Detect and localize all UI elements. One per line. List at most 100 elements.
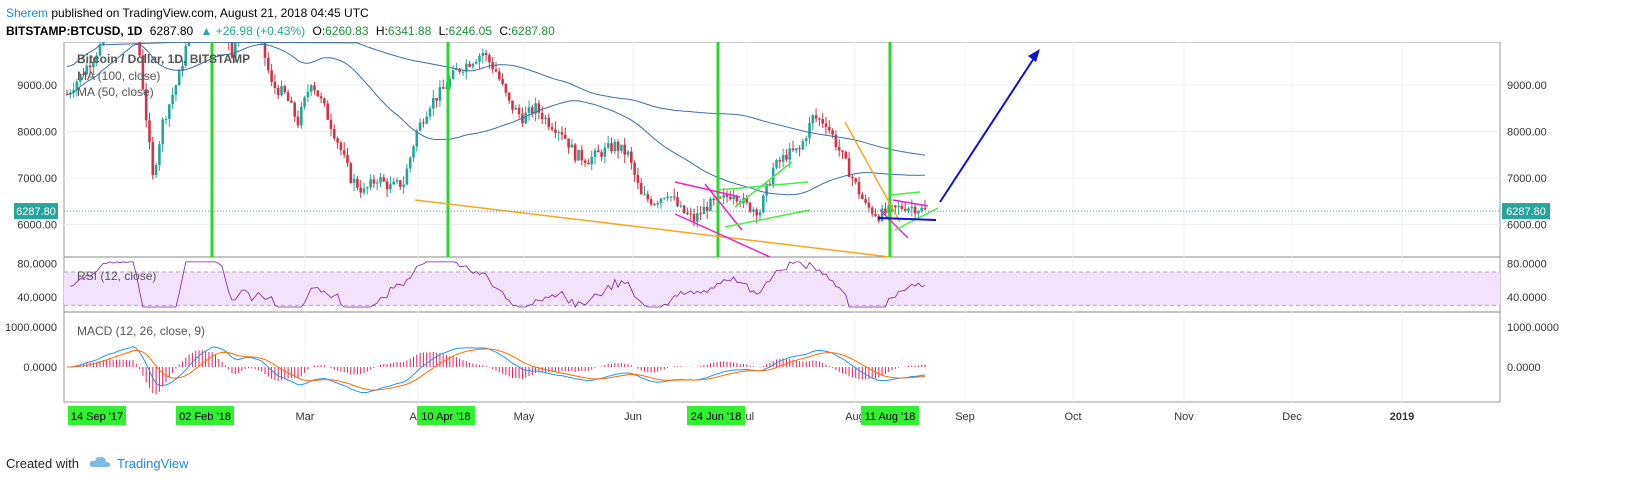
date-badge: 11 Aug '18 [865,411,916,423]
candle-body [309,85,313,92]
price-tick-left: 6000.00 [17,220,57,232]
last-price: 6287.80 [149,24,194,38]
candle-body [313,85,316,91]
channel-line [724,209,811,228]
candle-body [745,197,749,203]
candle-body [158,144,161,166]
candle-body [75,81,79,91]
candle-body [471,63,475,67]
candle-body [613,141,617,152]
candle-body [65,94,69,96]
candle-body [897,206,900,208]
candle-body [517,107,521,115]
channel-line [889,191,921,196]
candle-body [402,184,405,187]
footer: Created with TradingView [6,455,189,472]
wedge-line [704,183,743,231]
candle-body [408,157,412,169]
signal-line [67,348,926,391]
price-tags: 6287.80 6287.80 [14,203,1550,220]
candle-body [920,207,923,212]
candle-body [818,118,821,120]
candle-body [781,155,785,162]
rsi-tick-right: 80.0000 [1507,259,1547,271]
candle-body [719,197,722,199]
ma50-line [66,43,926,196]
date-badge-bg [417,406,475,425]
candle-body [804,138,808,142]
symbol-label[interactable]: BITSTAMP:BTCUSD, 1D [6,24,143,38]
candle-body [630,151,633,163]
candle-body [844,151,848,159]
projection-arrow [939,51,1039,203]
candle-body [646,194,650,200]
candle-body [768,183,772,185]
candle-body [834,134,838,148]
price-tick-right: 6000.00 [1507,220,1547,232]
moving-averages [66,42,926,196]
candle-body [821,119,824,124]
high-label: H: [375,24,388,38]
cloud-logo-icon [89,455,111,472]
candle-body [177,70,181,86]
candle-body [336,138,339,143]
publish-line: Sherem published on TradingView.com, Aug… [6,4,1606,22]
candle-body [606,143,610,148]
date-badge-bg [687,406,745,425]
candle-body [181,65,184,71]
ma100-line [66,42,926,156]
candle-body [521,114,524,124]
candle-body [230,42,234,58]
candle-body [705,206,709,211]
candle-body [765,183,768,196]
candle-body [597,150,600,153]
candle-body [874,213,877,216]
price-tag-left: 6287.80 [16,206,56,218]
candle-body [527,107,531,113]
author-link[interactable]: Sherem [6,6,49,20]
candle-body [672,196,676,198]
price-tick-left: 8000.00 [17,127,57,139]
rsi-tick-right: 40.0000 [1507,292,1547,304]
candle-body [725,194,729,197]
candle-body [587,162,590,165]
date-badge: 10 Apr '18 [421,411,470,423]
candle-body [342,150,346,155]
arrow-head [1028,49,1040,62]
candles [65,42,927,228]
candle-body [98,44,102,56]
candle-body [293,102,296,117]
candle-body [534,103,537,114]
time-tick: Aug [845,411,865,423]
candle-body [557,132,560,134]
candle-body [867,202,871,208]
chart-header: Sherem published on TradingView.com, Aug… [6,4,1606,40]
candle-body [775,160,778,168]
chart-area[interactable]: 6000.00 6000.00 7000.00 7000.00 8000.00 8000.… [0,42,1627,442]
candle-body [649,199,653,205]
candle-body [425,116,428,124]
candle-body [709,198,712,211]
candle-body [593,150,597,157]
candle-body [273,81,277,89]
candle-body [488,55,491,63]
candle-body [785,155,788,160]
candle-body [795,148,798,151]
candle-body [369,179,372,188]
candle-body [913,206,917,214]
time-tick: Dec [1282,411,1302,423]
axes: 6000.00 6000.00 7000.00 7000.00 8000.00 8000.… [5,80,1559,425]
macd-tick-right: 0.0000 [1507,362,1541,374]
tradingview-link[interactable]: TradingView [116,456,189,471]
candle-body [432,98,435,109]
price-tick-left: 9000.00 [17,80,57,92]
candle-body [461,71,465,73]
macd-tick-right: 1000.0000 [1507,322,1559,334]
created-with-text: Created with [6,456,79,471]
candle-body [504,83,508,93]
candle-body [712,198,716,201]
candle-body [478,55,481,62]
candle-body [564,134,567,139]
candle-body [263,42,267,58]
candle-body [861,194,864,200]
